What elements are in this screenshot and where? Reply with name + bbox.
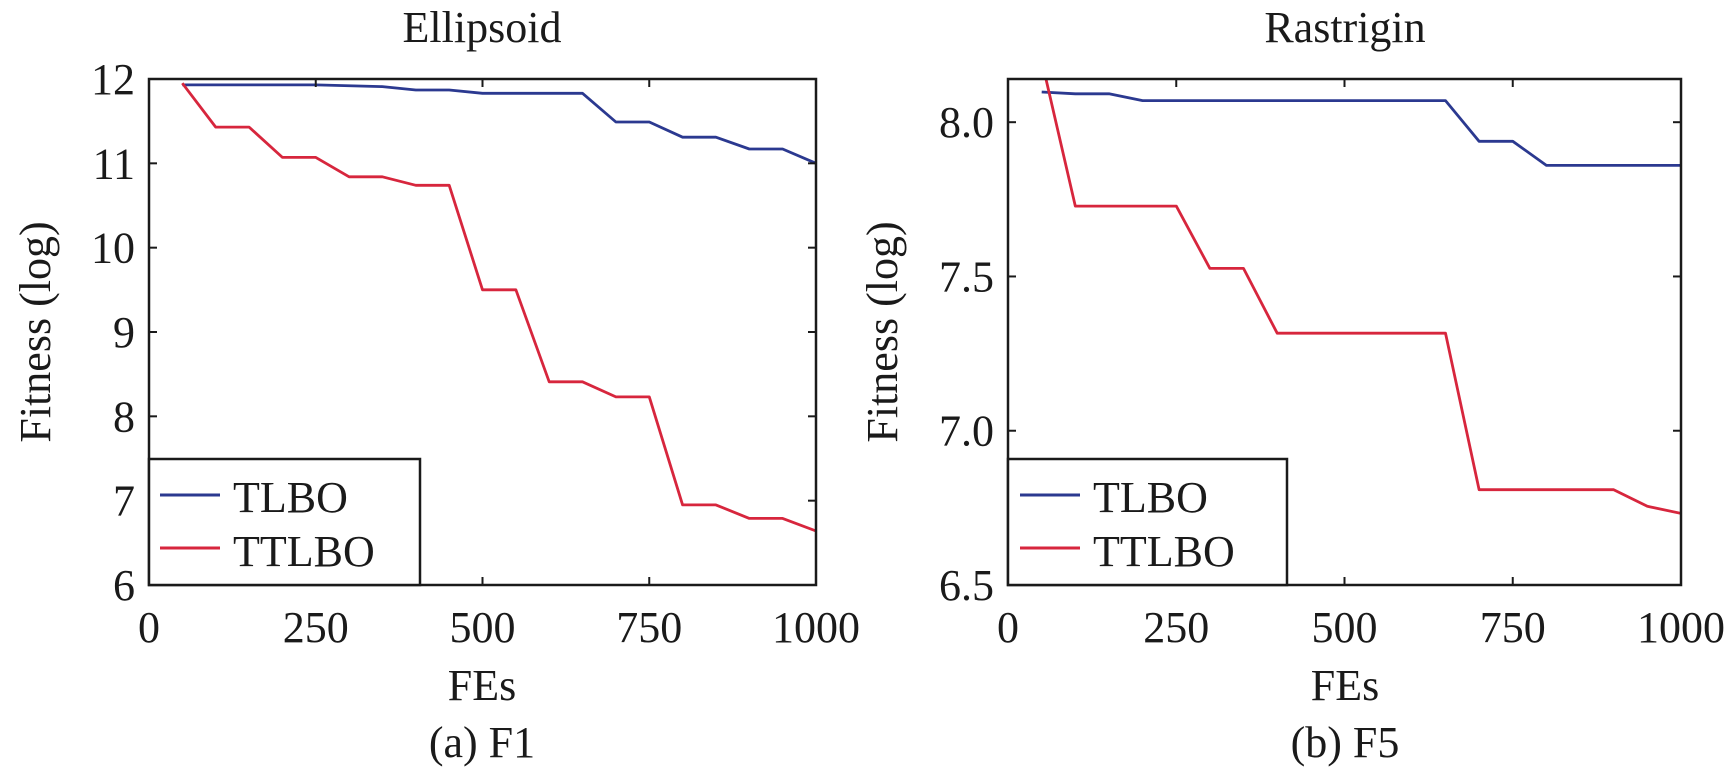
- y-tick-label: 10: [91, 224, 135, 273]
- x-tick-label: 250: [283, 603, 349, 652]
- legend-label-tlbo: TLBO: [233, 473, 348, 522]
- legend-box: [1006, 457, 1289, 587]
- x-tick-label: 1000: [772, 603, 860, 652]
- x-tick-label: 500: [450, 603, 516, 652]
- y-tick-label: 9: [113, 308, 135, 357]
- series-layer: [1041, 79, 1681, 515]
- x-tick-label: 1000: [1637, 603, 1725, 652]
- series-line-ttlbo: [1044, 79, 1681, 515]
- y-tick-label: 8.0: [939, 98, 994, 147]
- y-tick-label: 6.5: [939, 561, 994, 610]
- x-axis-title: FEs: [1311, 661, 1379, 710]
- y-axis-title: Fitness (log): [858, 221, 907, 442]
- series-line-tlbo: [1041, 90, 1681, 167]
- subfigure-caption: (a) F1: [429, 718, 535, 767]
- y-tick-labels: 6 7 8 9 10 11 12: [91, 55, 135, 610]
- legend-label-ttlbo: TTLBO: [1093, 527, 1235, 576]
- legend-label-ttlbo: TTLBO: [233, 527, 375, 576]
- legend: TLBO TTLBO: [1006, 457, 1289, 587]
- y-tick-labels: 6.5 7.0 7.5 8.0: [939, 98, 994, 610]
- chart-title: Ellipsoid: [403, 3, 562, 52]
- chart-rastrigin: Rastrigin 0 250 500 750 1000 6.5 7.0 7.5 8.0 FE…: [858, 3, 1725, 767]
- series-line-ttlbo: [181, 82, 816, 533]
- x-tick-label: 0: [138, 603, 160, 652]
- y-tick-label: 11: [93, 139, 135, 188]
- y-tick-label: 7.0: [939, 407, 994, 456]
- y-axis-title: Fitness (log): [11, 221, 60, 442]
- y-tick-label: 8: [113, 392, 135, 441]
- legend: TLBO TTLBO: [147, 457, 422, 587]
- y-tick-label: 12: [91, 55, 135, 104]
- y-tick-label: 6: [113, 561, 135, 610]
- chart-title: Rastrigin: [1264, 3, 1425, 52]
- x-tick-label: 750: [616, 603, 682, 652]
- x-tick-label: 250: [1143, 603, 1209, 652]
- series-layer: [181, 82, 816, 533]
- y-tick-label: 7: [113, 477, 135, 526]
- x-axis-title: FEs: [448, 661, 516, 710]
- x-tick-label: 750: [1480, 603, 1546, 652]
- series-line-tlbo: [182, 83, 816, 165]
- x-tick-labels: 0 250 500 750 1000: [138, 603, 860, 652]
- axis-ticks: [1008, 79, 1681, 585]
- x-tick-label: 500: [1312, 603, 1378, 652]
- x-tick-labels: 0 250 500 750 1000: [997, 603, 1725, 652]
- legend-label-tlbo: TLBO: [1093, 473, 1208, 522]
- subfigure-caption: (b) F5: [1291, 718, 1400, 767]
- y-tick-label: 7.5: [939, 252, 994, 301]
- x-tick-label: 0: [997, 603, 1019, 652]
- legend-box: [147, 457, 422, 587]
